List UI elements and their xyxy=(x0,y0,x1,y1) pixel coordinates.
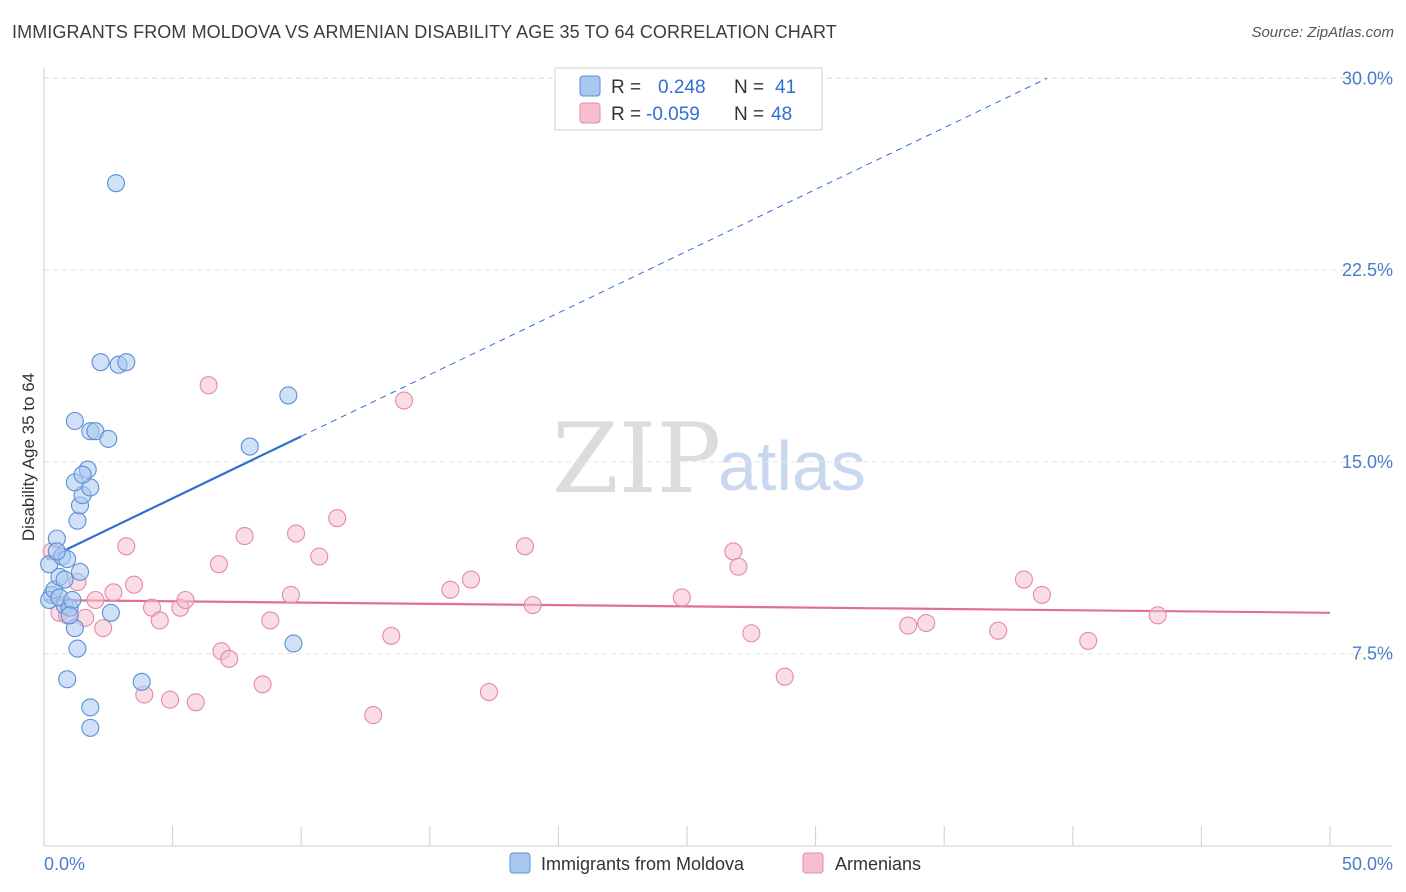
point-armenians xyxy=(899,616,918,635)
point-armenians xyxy=(523,596,542,615)
point-armenians xyxy=(160,690,180,709)
point-moldova xyxy=(73,465,92,484)
point-armenians xyxy=(395,391,414,410)
point-armenians xyxy=(1032,585,1051,604)
x-tick-label-max: 50.0% xyxy=(1342,854,1393,874)
point-armenians xyxy=(775,667,794,686)
point-armenians xyxy=(94,619,113,638)
y-tick-label: 15.0% xyxy=(1342,452,1393,472)
point-moldova xyxy=(132,672,151,691)
y-tick-label: 30.0% xyxy=(1342,68,1393,88)
point-moldova xyxy=(101,603,120,622)
series-legend: Immigrants from Moldova Armenians xyxy=(509,852,921,874)
point-armenians xyxy=(742,624,761,643)
watermark-zip: ZIP xyxy=(552,403,721,515)
point-moldova xyxy=(70,562,90,581)
point-armenians xyxy=(310,547,329,566)
point-armenians xyxy=(1148,606,1167,625)
legend-n-value-armenians: 48 xyxy=(771,104,792,125)
point-armenians xyxy=(917,613,936,633)
point-armenians xyxy=(479,683,499,702)
chart-title: IMMIGRANTS FROM MOLDOVA VS ARMENIAN DISA… xyxy=(12,22,837,42)
point-armenians xyxy=(253,675,272,694)
point-armenians xyxy=(672,588,691,607)
watermark-atlas: atlas xyxy=(718,427,866,505)
legend-n-value-moldova: 41 xyxy=(775,77,796,98)
point-armenians xyxy=(1014,570,1033,589)
y-tick-label: 7.5% xyxy=(1352,644,1393,664)
point-armenians xyxy=(124,575,144,594)
point-moldova xyxy=(91,353,110,372)
trend-line-armenians xyxy=(43,598,1331,614)
point-armenians xyxy=(150,611,169,630)
x-tick-label-min: 0.0% xyxy=(44,854,85,874)
series-swatch-moldova xyxy=(509,852,531,874)
trend-line-moldova xyxy=(46,435,302,561)
point-armenians xyxy=(220,649,239,668)
point-armenians xyxy=(287,524,306,543)
point-moldova xyxy=(240,437,259,456)
point-moldova xyxy=(60,606,79,625)
point-armenians xyxy=(281,585,300,604)
point-moldova xyxy=(99,429,118,448)
point-armenians xyxy=(724,542,743,561)
series-swatch-armenians xyxy=(802,852,824,874)
legend-r-label-armenians: R = xyxy=(611,104,641,125)
point-armenians xyxy=(364,706,383,725)
point-armenians xyxy=(729,557,748,576)
point-armenians xyxy=(1079,631,1098,650)
legend-swatch-armenians xyxy=(579,102,601,124)
point-moldova xyxy=(47,542,66,561)
point-moldova xyxy=(58,670,77,689)
point-moldova xyxy=(68,511,87,530)
series-label-moldova: Immigrants from Moldova xyxy=(541,854,745,874)
points-layer xyxy=(40,174,1167,737)
correlation-legend: R = 0.248 N = 41 R = -0.059 N = 48 xyxy=(554,67,823,131)
legend-swatch-moldova xyxy=(579,75,601,97)
point-moldova xyxy=(284,634,303,653)
legend-n-label-armenians: N = xyxy=(734,104,764,125)
legend-r-label-moldova: R = xyxy=(611,77,641,98)
point-armenians xyxy=(176,590,195,610)
point-armenians xyxy=(461,570,481,589)
point-moldova xyxy=(279,386,298,405)
point-moldova xyxy=(68,639,87,658)
trend-layer xyxy=(43,77,1331,614)
point-moldova xyxy=(106,174,126,193)
chart-source: Source: ZipAtlas.com xyxy=(1251,24,1394,41)
point-moldova xyxy=(81,718,100,737)
point-moldova xyxy=(55,570,74,589)
series-label-armenians: Armenians xyxy=(835,854,921,874)
point-armenians xyxy=(199,376,218,395)
legend-r-value-armenians: -0.059 xyxy=(646,104,700,125)
point-armenians xyxy=(515,537,535,556)
trend-extension-moldova xyxy=(300,77,1048,437)
grid-layer xyxy=(44,77,1392,655)
point-armenians xyxy=(235,527,254,546)
y-tick-label: 22.5% xyxy=(1342,260,1393,280)
y-axis-label: Disability Age 35 to 64 xyxy=(19,373,38,541)
point-armenians xyxy=(117,537,136,556)
point-armenians xyxy=(989,621,1008,640)
point-moldova xyxy=(117,353,136,372)
point-armenians xyxy=(186,693,205,712)
point-armenians xyxy=(441,580,460,599)
point-armenians xyxy=(261,611,280,630)
point-armenians xyxy=(104,583,123,602)
point-armenians xyxy=(328,509,347,528)
legend-n-label-moldova: N = xyxy=(734,77,764,98)
axes-layer: 7.5% 15.0% 22.5% 30.0% xyxy=(43,68,1393,847)
legend-r-value-moldova: 0.248 xyxy=(658,77,706,98)
point-armenians xyxy=(86,590,105,610)
point-moldova xyxy=(65,411,84,431)
point-moldova xyxy=(63,590,82,610)
point-armenians xyxy=(382,626,401,645)
point-armenians xyxy=(209,555,228,574)
point-moldova xyxy=(81,698,100,717)
